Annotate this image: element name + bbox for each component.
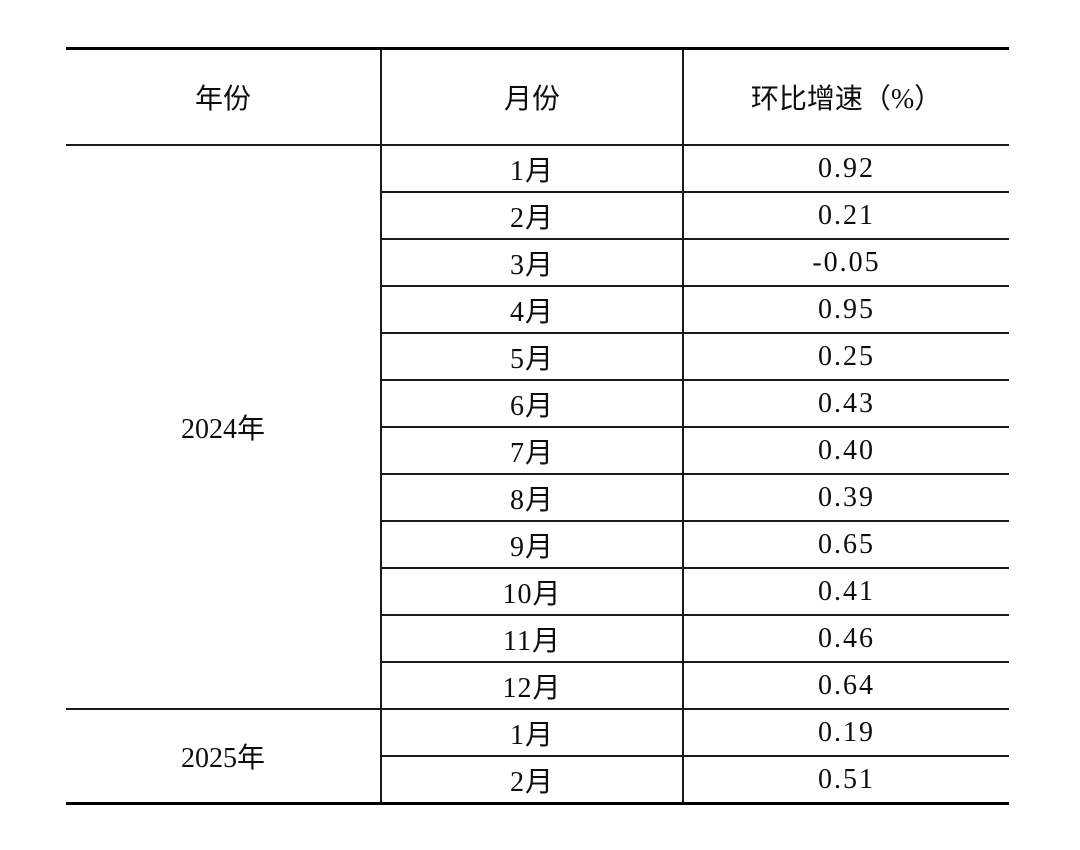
table-row: 6月 0.43 bbox=[66, 380, 1009, 428]
header-mom-growth: 环比增速（%） bbox=[682, 48, 1009, 146]
value-cell: 0.25 bbox=[682, 333, 1009, 381]
header-year: 年份 bbox=[66, 48, 381, 146]
month-cell: 1月 bbox=[380, 709, 683, 757]
month-cell: 1月 bbox=[380, 145, 683, 193]
table-row: 2月 0.21 bbox=[66, 192, 1009, 240]
header-row: 年份 月份 环比增速（%） bbox=[66, 48, 1009, 146]
table-row: 10月 0.41 bbox=[66, 568, 1009, 616]
value-cell: 0.39 bbox=[682, 474, 1009, 522]
table-row: 5月 0.25 bbox=[66, 333, 1009, 381]
value-cell: 0.92 bbox=[682, 145, 1009, 193]
month-cell: 2月 bbox=[380, 192, 683, 240]
table-row: 9月 0.65 bbox=[66, 521, 1009, 569]
value-cell: 0.40 bbox=[682, 427, 1009, 475]
value-cell: 0.51 bbox=[682, 756, 1009, 805]
table-row: 4月 0.95 bbox=[66, 286, 1009, 334]
month-cell: 3月 bbox=[380, 239, 683, 287]
month-cell: 2月 bbox=[380, 756, 683, 805]
table-row: 2025年 1月 0.19 bbox=[66, 709, 1009, 805]
header-month: 月份 bbox=[380, 48, 683, 146]
table-header: 年份 月份 环比增速（%） bbox=[66, 48, 1009, 146]
table-row: 7月 0.40 bbox=[66, 427, 1009, 475]
year-cell: 2025年 bbox=[66, 709, 381, 805]
month-cell: 9月 bbox=[380, 521, 683, 569]
month-cell: 11月 bbox=[380, 615, 683, 663]
table-body: 2024年 1月 0.92 2月 0.21 3月 -0.05 4月 0.95 5月 0.25 6月 0.… bbox=[66, 145, 1009, 805]
value-cell: 0.65 bbox=[682, 521, 1009, 569]
table-row: 2月 0.51 bbox=[66, 756, 1009, 805]
month-cell: 5月 bbox=[380, 333, 683, 381]
table-row: 12月 0.64 bbox=[66, 662, 1009, 710]
month-cell: 8月 bbox=[380, 474, 683, 522]
value-cell: -0.05 bbox=[682, 239, 1009, 287]
month-cell: 12月 bbox=[380, 662, 683, 710]
table-row: 3月 -0.05 bbox=[66, 239, 1009, 287]
value-cell: 0.64 bbox=[682, 662, 1009, 710]
month-cell: 4月 bbox=[380, 286, 683, 334]
value-cell: 0.95 bbox=[682, 286, 1009, 334]
mom-growth-table: 年份 月份 环比增速（%） 2024年 1月 0.92 2月 0.21 3月 -0.05 4月… bbox=[66, 47, 1009, 805]
table-row: 2024年 1月 0.92 bbox=[66, 145, 1009, 710]
table-row: 8月 0.39 bbox=[66, 474, 1009, 522]
month-cell: 7月 bbox=[380, 427, 683, 475]
table-row: 11月 0.46 bbox=[66, 615, 1009, 663]
year-cell: 2024年 bbox=[66, 145, 381, 710]
value-cell: 0.46 bbox=[682, 615, 1009, 663]
value-cell: 0.21 bbox=[682, 192, 1009, 240]
value-cell: 0.41 bbox=[682, 568, 1009, 616]
month-cell: 10月 bbox=[380, 568, 683, 616]
value-cell: 0.19 bbox=[682, 709, 1009, 757]
month-cell: 6月 bbox=[380, 380, 683, 428]
value-cell: 0.43 bbox=[682, 380, 1009, 428]
